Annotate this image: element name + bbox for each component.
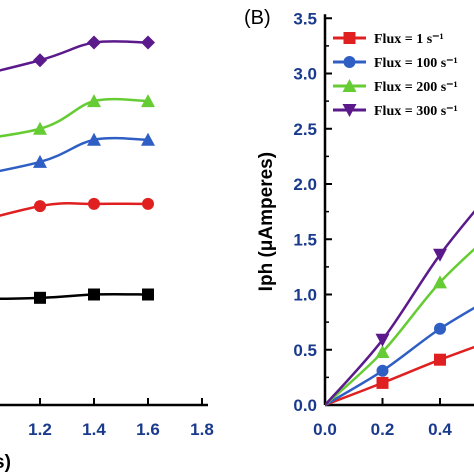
panel-b-y-tick-label: 0.5 (293, 341, 317, 360)
panel-a-data-point (88, 197, 100, 210)
panel-b-data-point (375, 344, 390, 358)
panel-b-series-line (325, 247, 474, 406)
panel-b-y-tick-label: 3.5 (293, 9, 317, 28)
panel-a-x-axis-title: s) (0, 452, 11, 473)
panel-a-data-point (33, 121, 47, 135)
panel-a-data-point (88, 288, 100, 301)
legend-marker (342, 79, 357, 92)
panel-b-data-point (434, 353, 446, 366)
panel-b-y-tick-label: 1.0 (293, 286, 317, 305)
panel-b-y-tick-label: 1.5 (293, 230, 317, 249)
panel-a-x-tick-label: 1.2 (28, 420, 52, 439)
panel-a-data-point (34, 200, 46, 213)
legend-marker (342, 104, 357, 117)
panel-b: (B) 0.0 0.5 1.0 1.5 2.0 2.5 3.0 3.5 0.0 0.2 0.4 Iph … (244, 7, 474, 439)
legend-label: Flux = 100 s⁻¹ (374, 56, 458, 71)
panel-b-series-line (325, 345, 474, 407)
panel-a-data-point (33, 154, 47, 168)
panel-a-x-tick-label: 1.8 (190, 420, 214, 439)
panel-b-y-axis-title: Iph (μAmperes) (256, 152, 277, 291)
panel-a-data-point (142, 197, 154, 210)
panel-b-data-point (376, 376, 389, 389)
panel-b-label: (B) (244, 7, 271, 29)
panel-b-data (325, 210, 474, 407)
panel-b-series-line (325, 306, 474, 407)
panel-a-data-point (141, 94, 155, 108)
panel-a-data-point (87, 35, 101, 50)
panel-b-x-tick-label: 0.2 (371, 420, 395, 439)
panel-a: 1.01.21.41.61.8s) (0, 35, 214, 473)
panel-a-series-line (0, 97, 149, 138)
panel-b-y-tick-label: 2.5 (293, 120, 317, 139)
panel-b-series-line (325, 210, 474, 406)
panel-a-x-tick-label: 1.4 (82, 420, 106, 439)
panel-a-series-line (0, 202, 149, 217)
panel-b-data-point (375, 333, 390, 347)
panel-b-data-point (433, 248, 447, 262)
panel-b-y-tick-label: 0.0 (293, 396, 317, 415)
panel-a-data-point (141, 132, 155, 146)
panel-b-data-point (376, 364, 389, 377)
panel-a-data-point (142, 288, 154, 301)
panel-a-series-line (0, 136, 149, 173)
panel-a-data-point (87, 132, 101, 146)
panel-b-data-point (434, 322, 446, 335)
legend-marker (343, 32, 356, 44)
panel-a-data-point (34, 291, 46, 304)
legend-label: Flux = 300 s⁻¹ (374, 104, 458, 119)
panel-a-data-point (33, 53, 47, 68)
panel-b-x-tick-label: 0.0 (313, 420, 337, 439)
panel-a-x-tick-label: 1.6 (136, 420, 160, 439)
legend-label: Flux = 200 s⁻¹ (374, 80, 458, 95)
panel-b-y-tick-label: 3.0 (293, 65, 317, 84)
panel-b-y-tick-label: 2.0 (293, 175, 317, 194)
panel-a-series-line (0, 293, 149, 301)
panel-b-data-point (433, 275, 447, 289)
panel-b-legend: Flux = 1 s⁻¹ Flux = 100 s⁻¹ Flux = 200 s⁻¹… (333, 32, 458, 119)
panel-b-x-tick-label: 0.4 (428, 420, 452, 439)
panel-a-series-line (0, 40, 149, 72)
legend-label: Flux = 1 s⁻¹ (374, 32, 444, 47)
legend-marker (343, 56, 356, 68)
panel-a-data-point (141, 35, 155, 50)
panel-a-data-point (87, 94, 101, 108)
